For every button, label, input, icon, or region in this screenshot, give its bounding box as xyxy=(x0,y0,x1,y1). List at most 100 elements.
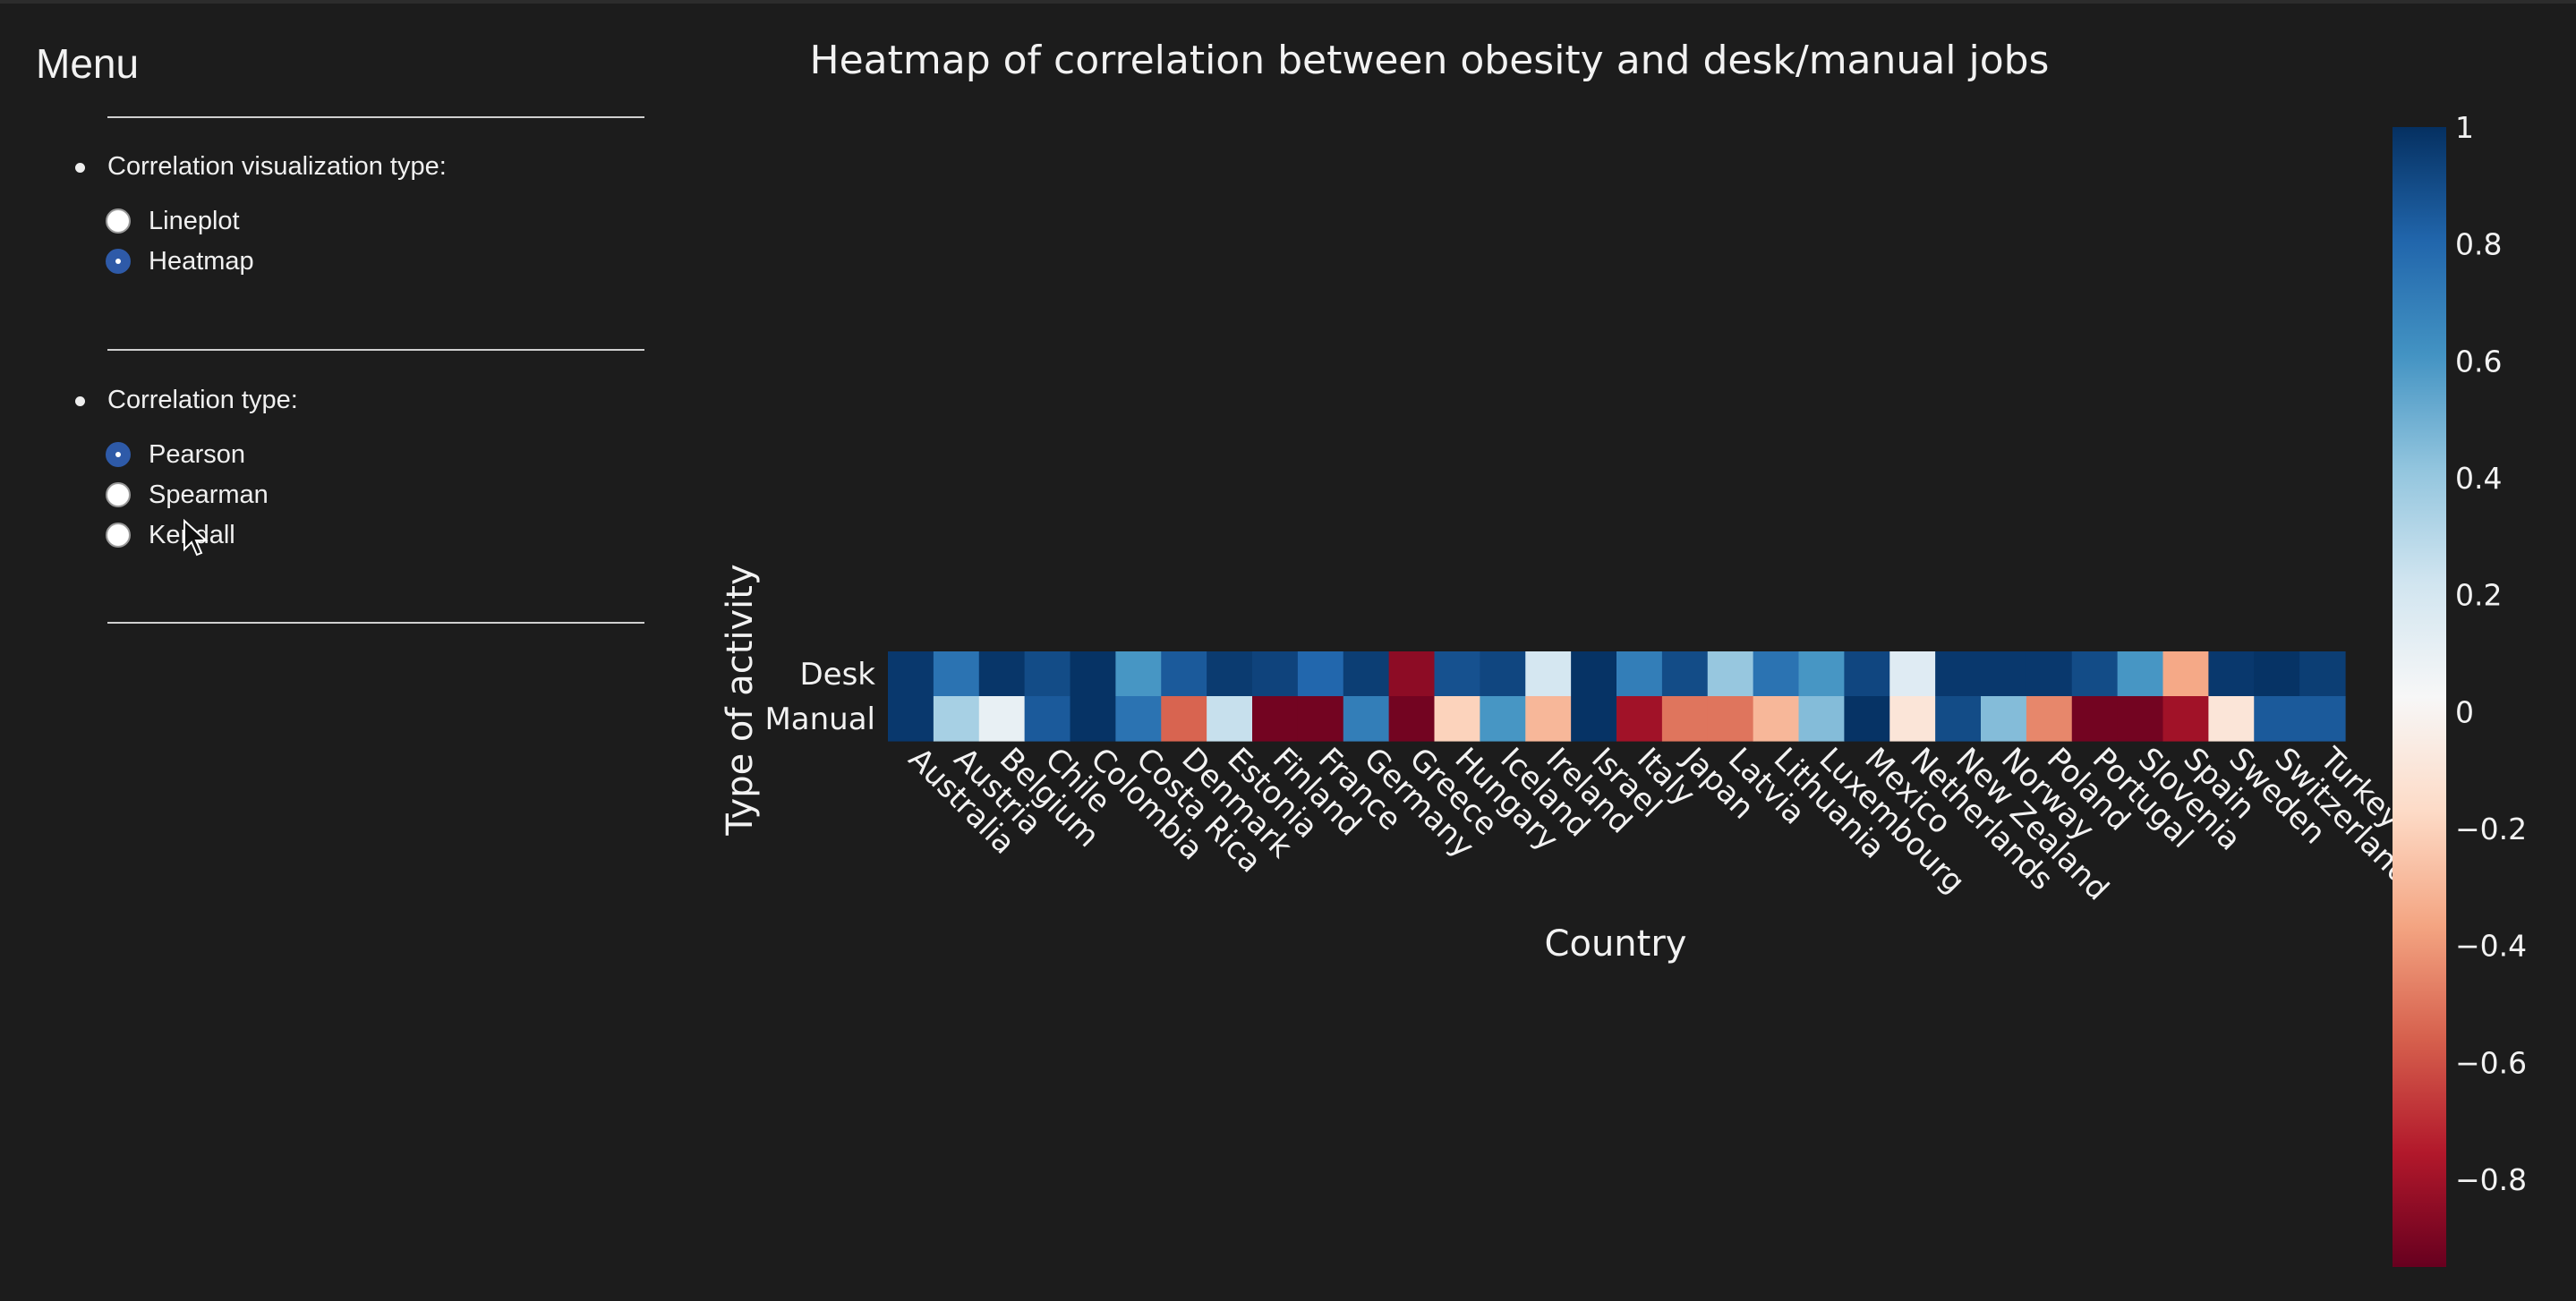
heatmap-cell-manual-estonia xyxy=(1207,696,1253,742)
radio-button-checked[interactable] xyxy=(106,249,131,274)
heatmap-cell-desk-lithuania xyxy=(1753,651,1800,697)
colorbar-tick-label: −0.2 xyxy=(2455,812,2527,846)
top-border xyxy=(0,0,2576,4)
heatmap-cell-manual-spain xyxy=(2162,696,2209,742)
heatmap-cell-desk-new-zealand xyxy=(1935,651,1982,697)
corr-type-label: Correlation type: xyxy=(107,386,298,414)
heatmap-cell-desk-australia xyxy=(888,651,934,697)
colorbar-tick-label: 0.8 xyxy=(2455,227,2502,262)
radio-pearson[interactable]: Pearson xyxy=(106,437,245,472)
heatmap-cell-manual-mexico xyxy=(1844,696,1890,742)
mouse-cursor-icon xyxy=(183,519,209,557)
heatmap-cell-manual-australia xyxy=(888,696,934,742)
heatmap-cell-desk-turkey xyxy=(2299,651,2346,697)
menu-title: Menu xyxy=(36,40,140,87)
heatmap-cell-manual-finland xyxy=(1252,696,1299,742)
heatmap-cell-desk-slovenia xyxy=(2117,651,2164,697)
heatmap-cell-manual-austria xyxy=(933,696,980,742)
heatmap-cell-manual-colombia xyxy=(1070,696,1116,742)
radio-spearman[interactable]: Spearman xyxy=(106,477,269,513)
radio-label-spearman: Spearman xyxy=(149,480,269,509)
divider xyxy=(107,116,644,118)
y-tick-label: Manual xyxy=(764,702,875,737)
heatmap-cell-manual-italy xyxy=(1616,696,1663,742)
heatmap-cell-desk-france xyxy=(1297,651,1344,697)
colorbar xyxy=(2393,127,2446,1267)
heatmap-cell-desk-netherlands xyxy=(1889,651,1936,697)
colorbar-tick-label: 0.2 xyxy=(2455,578,2502,613)
heatmap-cell-desk-greece xyxy=(1388,651,1436,697)
heatmap-cell-desk-sweden xyxy=(2208,651,2255,697)
heatmap-cell-manual-new-zealand xyxy=(1935,696,1982,742)
y-axis-title: Type of activity xyxy=(720,564,761,836)
radio-button[interactable] xyxy=(106,208,131,234)
heatmap-cell-desk-chile xyxy=(1024,651,1071,697)
heatmap-cell-manual-hungary xyxy=(1434,696,1480,742)
heatmap-cell-manual-sweden xyxy=(2208,696,2255,742)
y-tick-label: Desk xyxy=(799,657,875,693)
heatmap-cell-desk-switzerland xyxy=(2254,651,2300,697)
heatmap-cell-desk-germany xyxy=(1343,651,1390,697)
bullet-icon xyxy=(75,163,85,173)
radio-lineplot[interactable]: Lineplot xyxy=(106,203,240,239)
colorbar-tick-label: −0.8 xyxy=(2455,1162,2527,1197)
heatmap-cell-manual-costa-rica xyxy=(1115,696,1162,742)
radio-button[interactable] xyxy=(106,482,131,507)
y-tick-labels: Desk Manual xyxy=(764,657,875,737)
heatmap-cell-desk-austria xyxy=(933,651,980,697)
heatmap-cell-manual-latvia xyxy=(1707,696,1754,742)
heatmap-cell-desk-ireland xyxy=(1525,651,1572,697)
heatmap-cell-manual-germany xyxy=(1343,696,1390,742)
heatmap-cell-manual-lithuania xyxy=(1753,696,1800,742)
heatmap-cell-desk-italy xyxy=(1616,651,1663,697)
heatmap-cell-desk-portugal xyxy=(2071,651,2119,697)
heatmap-cell-manual-poland xyxy=(2026,696,2073,742)
heatmap-cell-manual-belgium xyxy=(978,696,1026,742)
heatmap-cell-desk-colombia xyxy=(1070,651,1116,697)
divider xyxy=(107,349,644,351)
heatmap-cell-manual-ireland xyxy=(1525,696,1572,742)
heatmap-cell-manual-switzerland xyxy=(2254,696,2300,742)
heatmap-cell-manual-denmark xyxy=(1161,696,1207,742)
colorbar-tick-label: −0.4 xyxy=(2455,929,2527,964)
heatmap-cell-desk-hungary xyxy=(1434,651,1480,697)
heatmap-cell-desk-luxembourg xyxy=(1798,651,1845,697)
radio-button[interactable] xyxy=(106,523,131,548)
colorbar-tick-labels: 1 0.8 0.6 0.4 0.2 0 −0.2 −0.4 −0.6 −0.8 xyxy=(2455,110,2527,1197)
heatmap-cell-manual-portugal xyxy=(2071,696,2119,742)
radio-button-checked[interactable] xyxy=(106,442,131,467)
x-tick-labels: AustraliaAustriaBelgiumChileColombiaCost… xyxy=(901,740,2418,908)
heatmap-cell-desk-estonia xyxy=(1207,651,1253,697)
radio-label-pearson: Pearson xyxy=(149,439,246,469)
heatmap-cell-manual-france xyxy=(1297,696,1344,742)
colorbar-tick-label: 1 xyxy=(2455,110,2474,145)
heatmap-cell-manual-israel xyxy=(1571,696,1617,742)
heatmap-cell-desk-denmark xyxy=(1161,651,1207,697)
bullet-icon xyxy=(75,396,85,406)
heatmap-cell-manual-slovenia xyxy=(2117,696,2164,742)
heatmap-cell-desk-japan xyxy=(1661,651,1709,697)
heatmap-cell-manual-netherlands xyxy=(1889,696,1936,742)
heatmap-cell-manual-turkey xyxy=(2299,696,2346,742)
viz-type-label: Correlation visualization type: xyxy=(107,152,447,181)
colorbar-tick-label: −0.6 xyxy=(2455,1045,2527,1080)
heatmap-cell-manual-chile xyxy=(1024,696,1071,742)
divider xyxy=(107,622,644,624)
radio-heatmap[interactable]: Heatmap xyxy=(106,243,254,279)
heatmap-cell-desk-israel xyxy=(1571,651,1617,697)
heatmap-cells xyxy=(888,651,2346,742)
chart-title: Heatmap of correlation between obesity a… xyxy=(810,38,2050,83)
heatmap-cell-manual-iceland xyxy=(1480,696,1526,742)
heatmap-cell-desk-costa-rica xyxy=(1115,651,1162,697)
heatmap-cell-desk-mexico xyxy=(1844,651,1890,697)
heatmap-cell-desk-latvia xyxy=(1707,651,1754,697)
heatmap-cell-manual-greece xyxy=(1388,696,1436,742)
heatmap-cell-desk-finland xyxy=(1252,651,1299,697)
radio-label-lineplot: Lineplot xyxy=(149,206,240,235)
radio-label-heatmap: Heatmap xyxy=(149,246,254,276)
heatmap-cell-manual-japan xyxy=(1661,696,1709,742)
heatmap-cell-desk-belgium xyxy=(978,651,1026,697)
x-axis-title: Country xyxy=(1545,923,1687,965)
heatmap-cell-desk-norway xyxy=(1981,651,2027,697)
